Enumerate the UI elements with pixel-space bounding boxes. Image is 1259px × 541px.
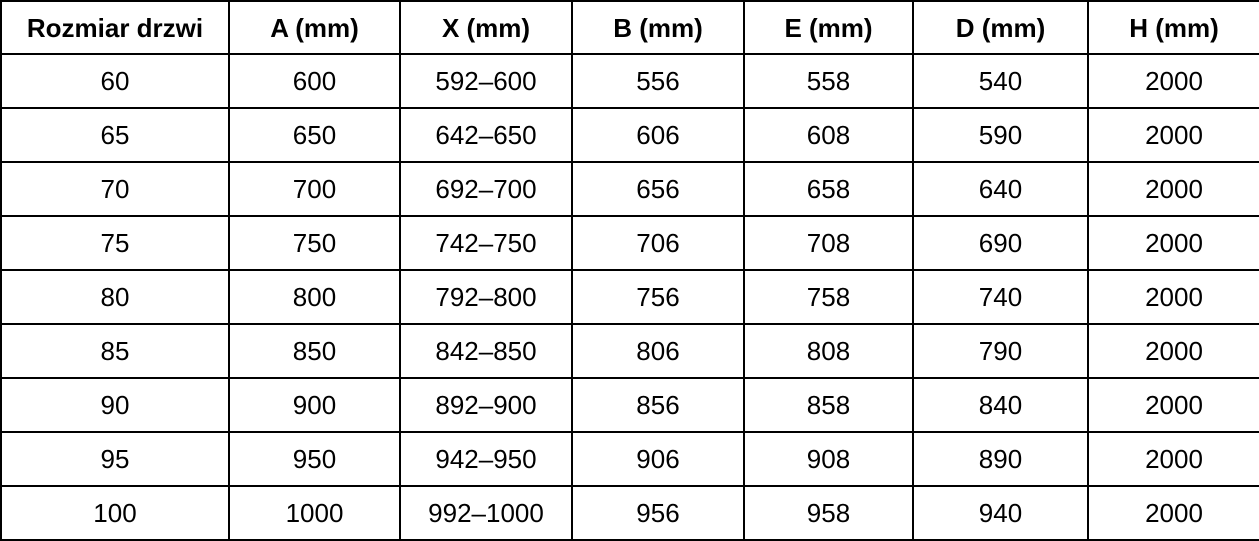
table-cell: 890 (912, 431, 1089, 487)
table-cell: 2000 (1087, 269, 1259, 325)
table-cell: 792–800 (399, 269, 573, 325)
header-cell: B (mm) (571, 0, 745, 55)
table-cell: 606 (571, 107, 745, 163)
table-row: 90 900 892–900 856 858 840 2000 (0, 377, 1259, 433)
table-cell: 800 (228, 269, 401, 325)
table-cell: 742–750 (399, 215, 573, 271)
table-cell: 758 (743, 269, 914, 325)
table-cell: 600 (228, 53, 401, 109)
table-cell: 540 (912, 53, 1089, 109)
table-cell: 706 (571, 215, 745, 271)
table-cell: 2000 (1087, 431, 1259, 487)
table-cell: 808 (743, 323, 914, 379)
header-cell: H (mm) (1087, 0, 1259, 55)
table-row: 70 700 692–700 656 658 640 2000 (0, 161, 1259, 217)
table-cell: 85 (0, 323, 230, 379)
table-cell: 956 (571, 485, 745, 541)
table-cell: 100 (0, 485, 230, 541)
table-cell: 1000 (228, 485, 401, 541)
table-cell: 942–950 (399, 431, 573, 487)
header-cell: X (mm) (399, 0, 573, 55)
header-cell: A (mm) (228, 0, 401, 55)
table-cell: 790 (912, 323, 1089, 379)
table-cell: 690 (912, 215, 1089, 271)
table-cell: 640 (912, 161, 1089, 217)
table-row: 60 600 592–600 556 558 540 2000 (0, 53, 1259, 109)
table-cell: 2000 (1087, 323, 1259, 379)
table-row: 65 650 642–650 606 608 590 2000 (0, 107, 1259, 163)
table-cell: 608 (743, 107, 914, 163)
table-cell: 750 (228, 215, 401, 271)
table-cell: 892–900 (399, 377, 573, 433)
table-cell: 65 (0, 107, 230, 163)
table-cell: 940 (912, 485, 1089, 541)
table-cell: 70 (0, 161, 230, 217)
table-cell: 95 (0, 431, 230, 487)
table-cell: 842–850 (399, 323, 573, 379)
header-cell: E (mm) (743, 0, 914, 55)
header-cell: D (mm) (912, 0, 1089, 55)
table-cell: 90 (0, 377, 230, 433)
header-row: Rozmiar drzwi A (mm) X (mm) B (mm) E (mm) D (… (0, 0, 1259, 55)
table-cell: 2000 (1087, 215, 1259, 271)
table-cell: 60 (0, 53, 230, 109)
table-cell: 558 (743, 53, 914, 109)
table-cell: 756 (571, 269, 745, 325)
table-row: 95 950 942–950 906 908 890 2000 (0, 431, 1259, 487)
table-cell: 906 (571, 431, 745, 487)
table-cell: 592–600 (399, 53, 573, 109)
table-cell: 590 (912, 107, 1089, 163)
table-cell: 642–650 (399, 107, 573, 163)
table-row: 100 1000 992–1000 956 958 940 2000 (0, 485, 1259, 541)
table-cell: 856 (571, 377, 745, 433)
table-cell: 900 (228, 377, 401, 433)
table-cell: 740 (912, 269, 1089, 325)
table-row: 85 850 842–850 806 808 790 2000 (0, 323, 1259, 379)
table-cell: 80 (0, 269, 230, 325)
table-cell: 708 (743, 215, 914, 271)
table-cell: 850 (228, 323, 401, 379)
table-cell: 556 (571, 53, 745, 109)
table-cell: 950 (228, 431, 401, 487)
table-cell: 700 (228, 161, 401, 217)
table-cell: 2000 (1087, 485, 1259, 541)
table-cell: 840 (912, 377, 1089, 433)
table-cell: 658 (743, 161, 914, 217)
table-row: 75 750 742–750 706 708 690 2000 (0, 215, 1259, 271)
table-cell: 806 (571, 323, 745, 379)
table-cell: 992–1000 (399, 485, 573, 541)
table-cell: 656 (571, 161, 745, 217)
header-cell: Rozmiar drzwi (0, 0, 230, 55)
table-cell: 75 (0, 215, 230, 271)
table-cell: 2000 (1087, 53, 1259, 109)
table-cell: 2000 (1087, 107, 1259, 163)
table-cell: 2000 (1087, 161, 1259, 217)
table-row: 80 800 792–800 756 758 740 2000 (0, 269, 1259, 325)
table-body: 60 600 592–600 556 558 540 2000 65 650 642–650 606… (0, 53, 1259, 541)
table-cell: 908 (743, 431, 914, 487)
table-cell: 858 (743, 377, 914, 433)
table-cell: 2000 (1087, 377, 1259, 433)
table-cell: 692–700 (399, 161, 573, 217)
table-cell: 650 (228, 107, 401, 163)
table-cell: 958 (743, 485, 914, 541)
